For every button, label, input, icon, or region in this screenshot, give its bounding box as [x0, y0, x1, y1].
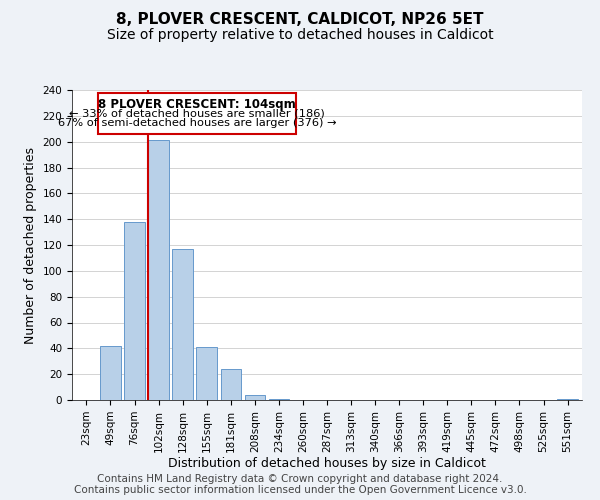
- Bar: [196, 347, 217, 400]
- Text: Contains HM Land Registry data © Crown copyright and database right 2024.: Contains HM Land Registry data © Crown c…: [97, 474, 503, 484]
- Bar: [124, 222, 145, 400]
- Bar: [172, 249, 193, 400]
- Bar: [221, 369, 241, 400]
- FancyBboxPatch shape: [98, 92, 296, 134]
- Bar: [100, 346, 121, 400]
- Bar: [557, 398, 578, 400]
- Text: 8, PLOVER CRESCENT, CALDICOT, NP26 5ET: 8, PLOVER CRESCENT, CALDICOT, NP26 5ET: [116, 12, 484, 28]
- Bar: [269, 398, 289, 400]
- X-axis label: Distribution of detached houses by size in Caldicot: Distribution of detached houses by size …: [168, 458, 486, 470]
- Text: Contains public sector information licensed under the Open Government Licence v3: Contains public sector information licen…: [74, 485, 526, 495]
- Text: ← 33% of detached houses are smaller (186): ← 33% of detached houses are smaller (18…: [69, 108, 325, 118]
- Text: 8 PLOVER CRESCENT: 104sqm: 8 PLOVER CRESCENT: 104sqm: [98, 98, 296, 111]
- Y-axis label: Number of detached properties: Number of detached properties: [24, 146, 37, 344]
- Bar: [148, 140, 169, 400]
- Text: Size of property relative to detached houses in Caldicot: Size of property relative to detached ho…: [107, 28, 493, 42]
- Bar: [245, 395, 265, 400]
- Text: 67% of semi-detached houses are larger (376) →: 67% of semi-detached houses are larger (…: [58, 118, 337, 128]
